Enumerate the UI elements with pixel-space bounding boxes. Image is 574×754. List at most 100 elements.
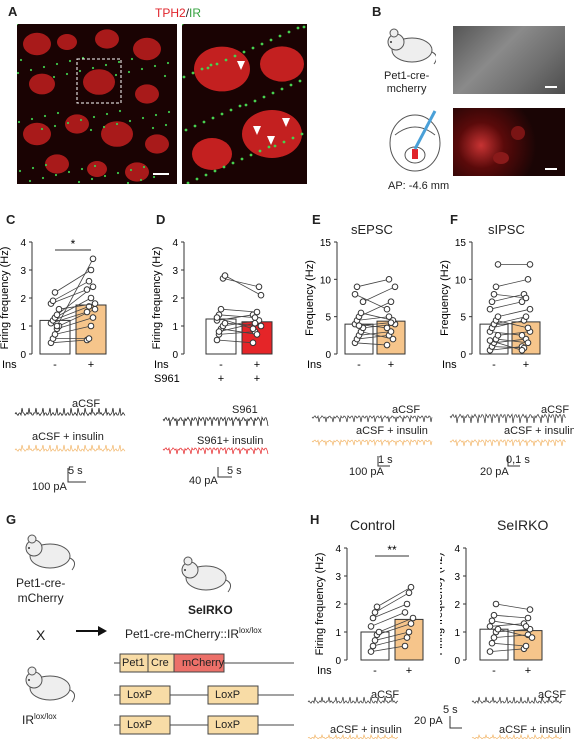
ir-puncta	[233, 54, 237, 58]
ir-puncta	[68, 59, 72, 63]
data-point	[253, 308, 261, 316]
y-axis-label: Firing frequency (Hz)	[0, 247, 11, 350]
data-point	[371, 637, 379, 644]
data-point	[87, 322, 95, 330]
data-point	[89, 283, 97, 291]
category-label: -	[53, 359, 57, 371]
data-point	[405, 589, 413, 597]
data-point	[87, 266, 95, 274]
data-point	[409, 614, 417, 622]
cell	[260, 46, 304, 82]
arrowhead	[282, 118, 290, 127]
pair-line	[378, 617, 414, 633]
ir-puncta	[40, 127, 44, 131]
data-point	[522, 294, 530, 302]
trace-s961	[162, 415, 269, 427]
y-tick-label: 2	[454, 600, 460, 611]
data-point	[85, 335, 93, 342]
panel-label-h: H	[310, 512, 320, 527]
ir-puncta	[117, 60, 121, 64]
trace-label-h2-insulin: aCSF + insulin	[499, 724, 571, 736]
data-point	[91, 300, 99, 307]
mouse-line-label: Pet1-cre- mcherry	[384, 70, 430, 95]
pair-line	[58, 303, 96, 310]
ir-puncta	[128, 119, 132, 123]
trace-s961-insulin	[162, 446, 269, 455]
data-point	[89, 314, 97, 321]
y-tick-label: 3	[335, 572, 341, 583]
ir-puncta	[66, 121, 70, 125]
trace-acsf	[449, 412, 566, 424]
data-point	[257, 322, 265, 330]
bar	[75, 304, 107, 355]
data-point	[492, 600, 500, 608]
pair-line	[497, 308, 531, 318]
data-point	[49, 297, 57, 305]
pair-line	[489, 623, 525, 627]
micrograph-overview	[17, 24, 177, 184]
data-point	[253, 331, 261, 338]
pair-line	[489, 301, 523, 310]
ir-puncta	[273, 144, 277, 148]
cell	[135, 84, 159, 104]
ir-puncta	[204, 173, 208, 177]
data-point	[87, 294, 95, 302]
row-label: Ins	[307, 359, 322, 371]
trace-insulin	[471, 733, 563, 740]
ir-puncta	[231, 161, 235, 165]
data-point	[387, 319, 395, 326]
data-point	[391, 283, 399, 291]
y-tick-label: 2	[172, 294, 178, 305]
y-tick-label: 0	[460, 350, 466, 361]
data-point	[494, 261, 502, 268]
cross-symbol: X	[36, 627, 46, 643]
ir-puncta	[167, 110, 171, 114]
pair-line	[376, 623, 412, 636]
ir-puncta	[215, 62, 219, 66]
trace-label-f-acsf: aCSF	[541, 404, 570, 416]
pair-line	[360, 312, 394, 321]
data-point	[355, 322, 363, 329]
loxp-label: LoxP	[215, 719, 241, 731]
trace-label-e-acsf: aCSF	[392, 404, 421, 416]
ir-puncta	[90, 177, 94, 181]
significance-marker: *	[71, 237, 76, 251]
cell	[65, 114, 89, 134]
ir-puncta	[30, 117, 34, 121]
ir-puncta	[164, 123, 168, 127]
ir-puncta	[296, 26, 300, 30]
pair-line	[489, 340, 523, 351]
mouse-line-2-label: IRlox/lox	[22, 712, 57, 727]
scale-amp-h: 20 pA	[414, 715, 443, 727]
loxp-box	[119, 685, 171, 705]
chart-title-sepsc: sEPSC	[351, 222, 393, 237]
data-point	[369, 614, 377, 622]
data-point	[351, 290, 359, 298]
mouse-icon	[181, 556, 232, 593]
data-point	[373, 603, 381, 611]
pair-line	[54, 297, 92, 318]
cell	[23, 122, 51, 146]
data-point	[522, 623, 530, 630]
pair-line	[362, 286, 396, 303]
data-point	[492, 283, 500, 291]
y-tick-label: 4	[454, 544, 460, 555]
ir-puncta	[42, 65, 46, 69]
ir-puncta	[166, 61, 170, 65]
y-axis-label: Frequency (Hz)	[305, 260, 316, 336]
data-point	[371, 609, 379, 616]
loxp-box	[119, 715, 171, 735]
data-point	[51, 331, 59, 338]
category-label: +	[523, 359, 529, 371]
data-point	[494, 313, 502, 320]
data-point	[486, 648, 494, 655]
data-point	[213, 314, 221, 321]
pair-line	[52, 280, 90, 302]
data-point	[385, 276, 393, 283]
trace-label-e-insulin: aCSF + insulin	[356, 425, 428, 437]
data-point	[367, 623, 375, 630]
pair-line	[370, 612, 406, 627]
pair-line	[497, 331, 531, 336]
ir-puncta	[93, 164, 97, 168]
ir-puncta	[115, 122, 119, 126]
